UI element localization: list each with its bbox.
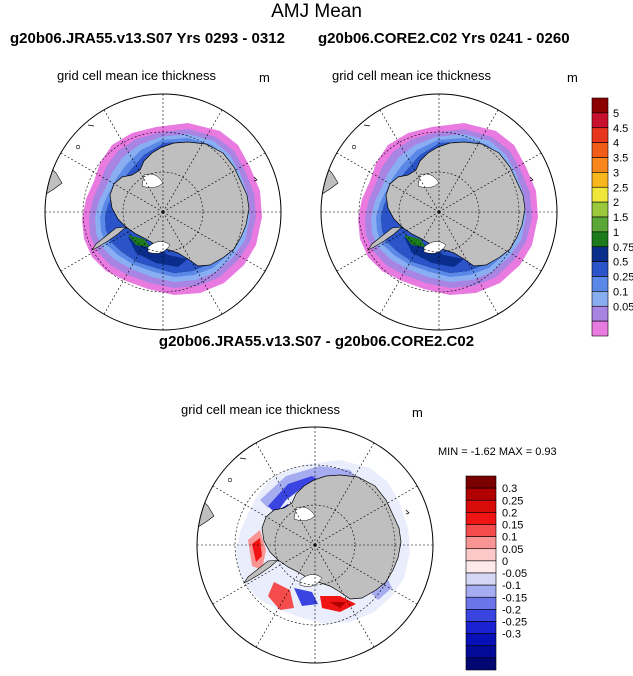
ice-colorbar-tick-label: 1.5 <box>613 212 628 224</box>
diff-colorbar-tick-label: 0.1 <box>502 532 517 544</box>
left-run-title: g20b06.JRA55.v13.S07 Yrs 0293 - 0312 <box>10 30 285 47</box>
ice-thickness-colorbar: 5 4.5 4 3.5 3 2.5 2 1.5 1 0.75 0.5 0.25 0.1 0.05 <box>591 97 633 337</box>
right-variable-label: grid cell mean ice thickness <box>332 68 491 83</box>
left-units-label: m <box>259 70 270 85</box>
diff-colorbar-swatch <box>465 499 497 513</box>
ice-colorbar-swatch <box>591 97 609 114</box>
diff-colorbar-tick-label: 0 <box>502 556 508 568</box>
antarctic-peninsula <box>367 226 403 251</box>
left-polar-map <box>44 93 282 331</box>
diff-colorbar-tick-label: -0.15 <box>502 592 527 604</box>
ice-colorbar-swatch <box>591 142 609 158</box>
diff-colorbar-tick-label: 0.05 <box>502 544 523 556</box>
ice-colorbar-tick-label: 4.5 <box>613 123 628 135</box>
diff-colorbar-swatch <box>465 560 497 574</box>
diff-run-title: g20b06.JRA55.v13.S07 - g20b06.CORE2.C02 <box>158 333 475 350</box>
diff-colorbar-tick-label: 0.25 <box>502 495 523 507</box>
ice-colorbar-swatch <box>591 261 609 277</box>
diff-colorbar-tick-label: -0.1 <box>502 580 521 592</box>
ice-colorbar-tick-label: 5 <box>613 108 619 120</box>
ice-colorbar-swatch <box>591 320 609 337</box>
ice-colorbar-tick-label: 2.5 <box>613 182 628 194</box>
diff-polar-map <box>196 426 434 664</box>
ice-colorbar-swatch <box>591 186 609 203</box>
ice-colorbar-swatch <box>591 246 609 262</box>
ice-colorbar-swatch <box>591 157 609 173</box>
difference-colorbar: 0.30.250.20.150.10.050-0.05-0.1-0.15-0.2… <box>465 475 527 671</box>
diff-minmax: MIN = -1.62 MAX = 0.93 <box>438 446 557 458</box>
diff-colorbar-swatch <box>465 536 497 550</box>
diff-colorbar-tick-label: -0.2 <box>502 604 521 616</box>
ice-colorbar-tick-label: 1 <box>613 227 619 239</box>
diff-colorbar-tick-label: -0.3 <box>502 629 521 641</box>
diff-colorbar-swatch <box>465 572 497 586</box>
diff-colorbar-tick-label: 0.3 <box>502 483 517 495</box>
ice-colorbar-swatch <box>591 127 609 143</box>
ice-colorbar-swatch <box>591 216 609 233</box>
ice-shelf <box>299 574 323 587</box>
ice-colorbar-swatch <box>591 112 609 129</box>
ice-colorbar-swatch <box>591 291 609 307</box>
diff-colorbar-tick-label: 0.2 <box>502 507 517 519</box>
figure-title: AMJ Mean <box>271 1 362 22</box>
right-polar-map <box>320 93 558 331</box>
ice-colorbar-swatch <box>591 172 609 188</box>
ice-colorbar-tick-label: 0.5 <box>613 257 628 269</box>
ice-colorbar-swatch <box>591 305 609 322</box>
ice-colorbar-swatch <box>591 201 609 218</box>
ice-colorbar-tick-label: 3.5 <box>613 153 628 165</box>
ice-colorbar-tick-label: 4 <box>613 138 619 150</box>
diff-colorbar-swatch <box>465 645 497 659</box>
right-run-title: g20b06.CORE2.C02 Yrs 0241 - 0260 <box>318 30 570 47</box>
diff-colorbar-tick-label: 0.15 <box>502 520 523 532</box>
ice-colorbar-tick-label: 0.1 <box>613 286 628 298</box>
diff-colorbar-swatch <box>465 512 497 525</box>
left-variable-label: grid cell mean ice thickness <box>57 68 216 83</box>
ice-colorbar-tick-label: 0.75 <box>613 242 633 254</box>
diff-units-label: m <box>412 405 423 420</box>
ice-shelf <box>423 241 447 254</box>
diff-colorbar-swatch <box>465 596 497 610</box>
antarctic-peninsula <box>243 559 279 584</box>
diff-variable-label: grid cell mean ice thickness <box>181 402 340 417</box>
diff-colorbar-swatch <box>465 524 497 537</box>
ice-colorbar-swatch <box>591 276 609 292</box>
diff-colorbar-swatch <box>465 609 497 622</box>
ice-colorbar-tick-label: 0.05 <box>613 301 633 313</box>
ice-colorbar-tick-label: 0.25 <box>613 272 633 284</box>
diff-colorbar-swatch <box>465 657 497 671</box>
diff-colorbar-swatch <box>465 548 497 562</box>
diff-colorbar-swatch <box>465 475 497 489</box>
ice-shelf <box>147 241 171 254</box>
diff-colorbar-swatch <box>465 633 497 647</box>
diff-colorbar-swatch <box>465 621 497 634</box>
ice-colorbar-tick-label: 2 <box>613 197 619 209</box>
antarctic-peninsula <box>91 226 127 251</box>
diff-colorbar-tick-label: -0.05 <box>502 568 527 580</box>
ice-colorbar-swatch <box>591 231 609 248</box>
diff-colorbar-swatch <box>465 584 497 598</box>
right-units-label: m <box>567 70 578 85</box>
diff-colorbar-swatch <box>465 487 497 501</box>
ice-colorbar-tick-label: 3 <box>613 167 619 179</box>
diff-colorbar-tick-label: -0.25 <box>502 617 527 629</box>
